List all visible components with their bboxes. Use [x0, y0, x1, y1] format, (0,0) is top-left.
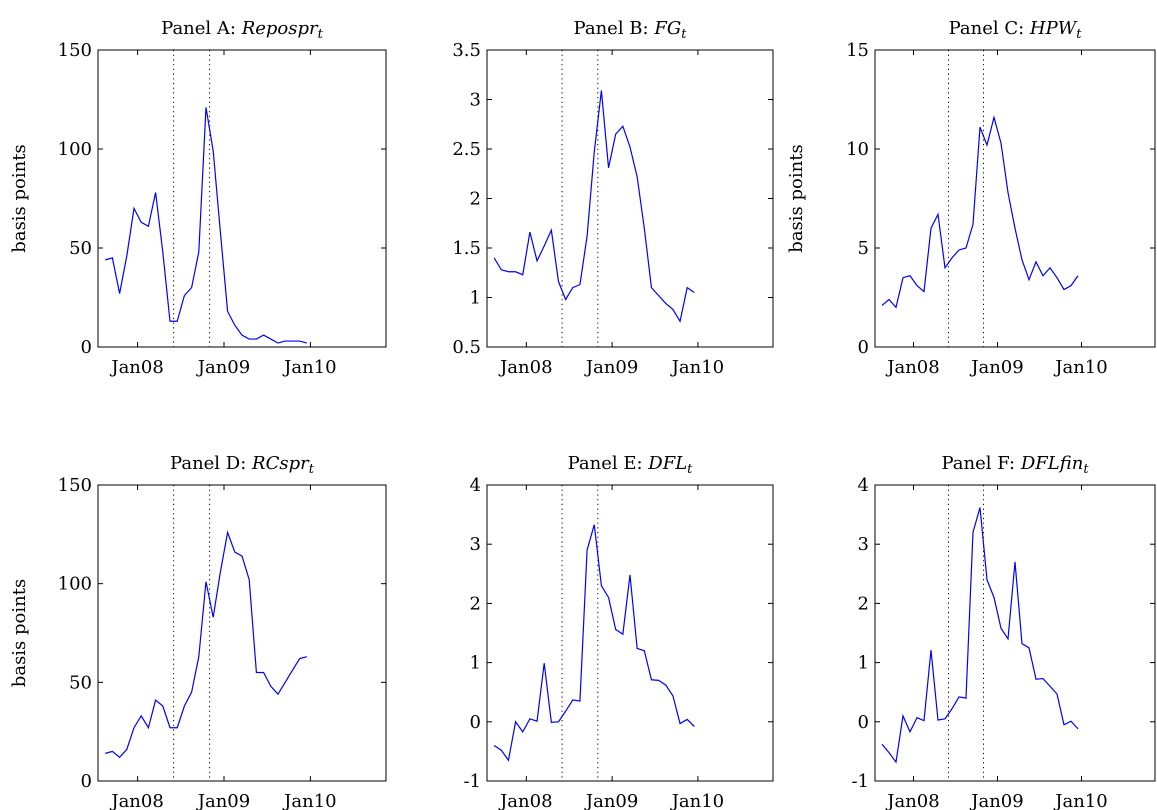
y-tick-label: 1 — [470, 288, 481, 309]
y-tick-label: 100 — [58, 574, 92, 595]
y-tick-label: 3 — [470, 90, 481, 111]
panel-c: 0 5 10 15 Jan08 Jan09 Jan10 Panel C: HPWt basis … — [786, 18, 1156, 378]
x-tick-label: Jan10 — [1053, 357, 1107, 378]
plot-frame — [486, 484, 774, 782]
plot-frame — [874, 484, 1156, 782]
x-tick-label: Jan09 — [584, 791, 638, 810]
x-tick-label: Jan08 — [498, 791, 552, 810]
plot-frame — [486, 49, 774, 348]
panel-d: 0 50 100 150 Jan08 Jan09 Jan10 Panel D: RCsprt b… — [9, 453, 387, 810]
panel-title: Panel F: DFLfint — [941, 453, 1089, 477]
y-axis-label: basis points — [9, 579, 30, 687]
plot-frame — [874, 49, 1156, 348]
panel-title: Panel D: RCsprt — [170, 453, 315, 477]
y-tick-label: 1.5 — [452, 238, 481, 259]
x-tick-label: Jan10 — [282, 357, 336, 378]
y-tick-label: 3 — [470, 534, 481, 555]
y-axis-label: basis points — [786, 144, 807, 252]
x-tick-label: Jan10 — [670, 791, 724, 810]
y-tick-label: 100 — [58, 139, 92, 160]
y-tick-label: 4 — [858, 475, 869, 496]
x-tick-label: Jan08 — [109, 791, 163, 810]
y-tick-label: 2 — [470, 189, 481, 210]
series-line — [105, 107, 307, 344]
y-tick-label: 1 — [470, 653, 481, 674]
y-tick-label: 0 — [470, 712, 481, 733]
panel-title: Panel C: HPWt — [949, 18, 1083, 42]
x-tick-label: Jan10 — [670, 357, 724, 378]
panel-b: 0.5 1 1.5 2 2.5 3 3.5 Jan08 Jan09 Jan10 Panel B: F… — [452, 18, 774, 378]
y-tick-label: 0 — [858, 337, 869, 358]
x-tick-label: Jan09 — [969, 791, 1023, 810]
y-tick-label: 10 — [846, 139, 869, 160]
x-tick-label: Jan08 — [498, 357, 552, 378]
x-tick-label: Jan08 — [109, 357, 163, 378]
y-tick-label: -1 — [851, 771, 869, 792]
y-tick-label: 3 — [858, 534, 869, 555]
plot-frame — [97, 49, 387, 348]
panel-title: Panel A: Reposprt — [161, 18, 323, 42]
y-tick-label: 2 — [470, 593, 481, 614]
y-tick-label: 0 — [858, 712, 869, 733]
y-axis-label: basis points — [9, 144, 30, 252]
x-tick-label: Jan09 — [196, 791, 250, 810]
panel-title: Panel B: FGt — [574, 18, 688, 42]
x-tick-label: Jan09 — [584, 357, 638, 378]
y-tick-label: 150 — [58, 40, 92, 61]
series-line — [493, 524, 695, 762]
panel-e: -1 0 1 2 3 4 Jan08 Jan09 Jan10 Panel E: DFLt — [463, 453, 774, 810]
series-line — [105, 530, 307, 759]
y-tick-label: 50 — [69, 238, 92, 259]
panel-title: Panel E: DFLt — [568, 453, 694, 477]
x-tick-label: Jan08 — [885, 791, 939, 810]
plot-frame — [97, 484, 387, 782]
series-line — [881, 507, 1079, 764]
x-tick-label: Jan09 — [196, 357, 250, 378]
y-tick-label: 2.5 — [452, 139, 481, 160]
y-tick-label: 0.5 — [452, 337, 481, 358]
y-tick-label: 0 — [81, 337, 92, 358]
y-tick-label: 3.5 — [452, 40, 481, 61]
y-tick-label: 15 — [846, 40, 869, 61]
panel-f: -1 0 1 2 3 4 Jan08 Jan09 Jan10 Panel F: DFLfint — [851, 453, 1156, 810]
series-line — [881, 114, 1079, 309]
y-tick-label: 4 — [470, 475, 481, 496]
y-tick-label: 0 — [81, 771, 92, 792]
y-tick-label: 1 — [858, 653, 869, 674]
x-tick-label: Jan08 — [885, 357, 939, 378]
y-tick-label: 50 — [69, 672, 92, 693]
x-tick-label: Jan10 — [1053, 791, 1107, 810]
panel-a: 0 50 100 150 Jan08 Jan09 Jan10 Panel A: Repospr… — [9, 18, 387, 378]
x-tick-label: Jan09 — [969, 357, 1023, 378]
y-tick-label: 150 — [58, 475, 92, 496]
y-tick-label: -1 — [463, 771, 481, 792]
x-tick-label: Jan10 — [282, 791, 336, 810]
y-tick-label: 2 — [858, 593, 869, 614]
y-tick-label: 5 — [858, 238, 869, 259]
series-line — [493, 90, 695, 323]
